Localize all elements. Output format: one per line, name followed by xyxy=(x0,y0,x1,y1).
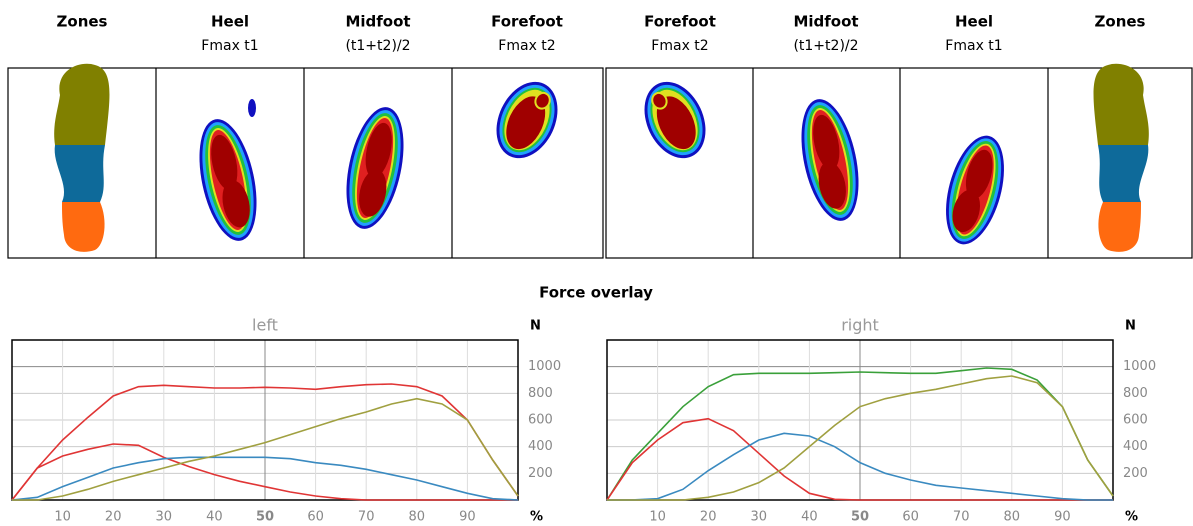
y-tick-label: 200 xyxy=(528,466,553,481)
x-unit: % xyxy=(530,510,543,525)
panel-title: Heel xyxy=(211,13,249,31)
x-unit: % xyxy=(1125,510,1138,525)
panel-title: Midfoot xyxy=(345,13,410,31)
panel-title: Forefoot xyxy=(491,13,563,31)
chart-title: right xyxy=(841,316,879,335)
x-tick-label: 20 xyxy=(105,510,122,525)
x-tick-label: 80 xyxy=(409,510,426,525)
x-tick-label: 50 xyxy=(256,510,274,525)
x-tick-label: 40 xyxy=(206,510,223,525)
x-tick-label: 40 xyxy=(801,510,818,525)
y-tick-label: 400 xyxy=(1123,439,1148,454)
x-tick-label: 10 xyxy=(649,510,666,525)
x-tick-label: 30 xyxy=(156,510,173,525)
panel-subtitle: (t1+t2)/2 xyxy=(345,38,410,54)
y-tick-label: 800 xyxy=(1123,386,1148,401)
x-tick-label: 20 xyxy=(700,510,717,525)
x-tick-label: 30 xyxy=(751,510,768,525)
foot-panels xyxy=(8,68,1192,258)
pressure-map xyxy=(190,114,267,246)
y-tick-label: 1000 xyxy=(528,359,561,374)
panel-title: Heel xyxy=(955,13,993,31)
panel-subtitle: Fmax t2 xyxy=(651,38,708,54)
chart-title: left xyxy=(252,316,278,335)
y-unit: N xyxy=(530,319,541,334)
x-tick-label: 50 xyxy=(851,510,869,525)
x-tick-label: 70 xyxy=(358,510,375,525)
page: Zones Heel Fmax t1 Midfoot (t1+t2)/2 Forefoot… xyxy=(0,0,1193,526)
panel-subtitle: Fmax t1 xyxy=(945,38,1002,54)
panel-subtitle: Fmax t2 xyxy=(498,38,555,54)
pressure-map xyxy=(792,94,869,226)
panel-title: Zones xyxy=(1095,13,1146,31)
x-tick-label: 60 xyxy=(307,510,324,525)
x-tick-label: 60 xyxy=(902,510,919,525)
panel-title: Zones xyxy=(57,13,108,31)
overlay-title: Force overlay xyxy=(539,284,653,302)
pressure-map xyxy=(337,102,414,234)
y-tick-label: 600 xyxy=(1123,413,1148,428)
y-unit: N xyxy=(1125,319,1136,334)
zones-map xyxy=(54,64,109,252)
panel-title: Forefoot xyxy=(644,13,716,31)
screen: Zones Heel Fmax t1 Midfoot (t1+t2)/2 Forefoot… xyxy=(0,0,1193,526)
panel-subtitle: Fmax t1 xyxy=(201,38,258,54)
pressure-map xyxy=(633,72,718,168)
y-tick-label: 1000 xyxy=(1123,359,1156,374)
y-tick-label: 200 xyxy=(1123,466,1148,481)
pressure-map xyxy=(485,72,570,168)
y-tick-label: 800 xyxy=(528,386,553,401)
pressure-map xyxy=(935,129,1014,250)
panel-title: Midfoot xyxy=(793,13,858,31)
pressure-toe xyxy=(248,99,256,117)
x-tick-label: 80 xyxy=(1004,510,1021,525)
zones-map xyxy=(1094,64,1149,252)
panel-subtitle: (t1+t2)/2 xyxy=(793,38,858,54)
y-tick-label: 400 xyxy=(528,439,553,454)
x-tick-label: 10 xyxy=(54,510,71,525)
x-tick-label: 70 xyxy=(953,510,970,525)
x-tick-label: 90 xyxy=(459,510,476,525)
x-tick-label: 90 xyxy=(1054,510,1071,525)
y-tick-label: 600 xyxy=(528,413,553,428)
